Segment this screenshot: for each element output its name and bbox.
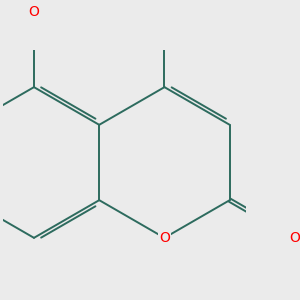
Text: O: O bbox=[28, 5, 39, 19]
Text: O: O bbox=[290, 231, 300, 245]
Text: O: O bbox=[159, 231, 170, 245]
